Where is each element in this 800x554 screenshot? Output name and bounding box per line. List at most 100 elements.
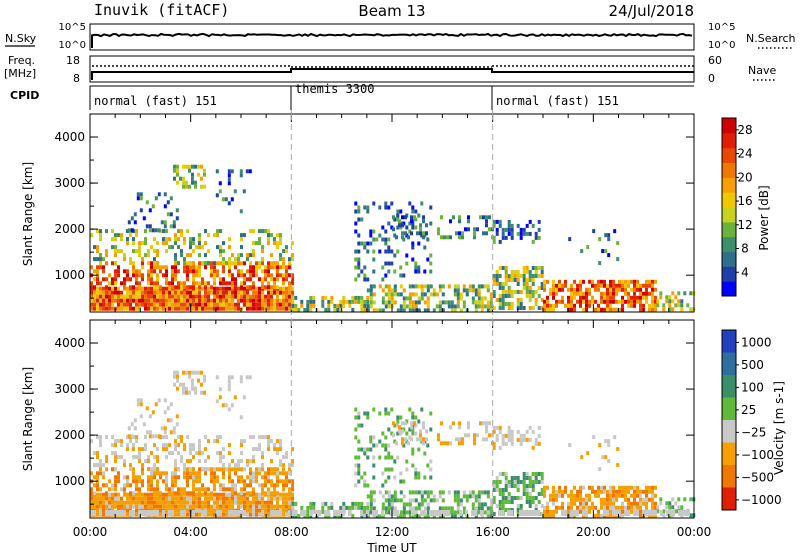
scatter-cell [384, 292, 388, 297]
scatter-cell [218, 395, 222, 400]
scatter-cell [453, 304, 457, 309]
scatter-cell [438, 494, 442, 499]
scatter-cell [489, 296, 493, 301]
scatter-cell [677, 505, 681, 510]
scatter-cell [156, 491, 159, 496]
scatter-cell [492, 512, 496, 516]
scatter-cell [689, 307, 693, 312]
scatter-cell [402, 237, 406, 242]
scatter-cell [645, 489, 648, 494]
scatter-cell [372, 475, 376, 480]
scatter-cell [363, 451, 367, 456]
scatter-cell [174, 508, 177, 513]
scatter-cell [215, 375, 219, 380]
scatter-cell [99, 496, 102, 501]
scatter-cell [357, 471, 361, 476]
scatter-cell [537, 219, 541, 224]
scatter-cell [432, 308, 436, 313]
scatter-cell [426, 284, 430, 289]
ground-scatter-cell [561, 510, 564, 516]
scatter-cell [504, 235, 508, 240]
scatter-cell [117, 504, 120, 509]
scatter-cell [156, 467, 159, 472]
scatter-cell [135, 290, 138, 295]
scatter-cell [174, 443, 177, 448]
scatter-cell [411, 284, 415, 289]
scatter-cell [552, 291, 555, 296]
scatter-cell [175, 208, 179, 213]
scatter-cell [477, 490, 481, 495]
scatter-cell [216, 467, 219, 472]
scatter-cell [540, 472, 544, 476]
scatter-cell [387, 467, 391, 472]
scatter-cell [246, 496, 249, 501]
scatter-cell [396, 431, 400, 436]
scatter-cell [228, 492, 231, 497]
scatter-cell [495, 484, 499, 488]
scatter-cell [165, 273, 168, 278]
scatter-cell [261, 491, 264, 496]
scatter-cell [540, 476, 544, 480]
scatter-cell [159, 302, 162, 307]
scatter-cell [410, 231, 413, 236]
velocity-colorbar-tick-label: 25 [741, 403, 756, 417]
ground-scatter-cell [576, 510, 579, 516]
scatter-cell [96, 471, 99, 476]
scatter-cell [135, 249, 138, 254]
scatter-cell [150, 500, 153, 505]
scatter-cell [291, 281, 294, 286]
scatter-cell [90, 496, 93, 501]
scatter-cell [120, 281, 123, 286]
scatter-cell [237, 298, 240, 303]
scatter-cell [627, 497, 630, 502]
scatter-cell [230, 403, 234, 408]
scatter-cell [402, 479, 406, 484]
scatter-cell [237, 496, 240, 501]
scatter-cell [200, 370, 203, 375]
scatter-cell [645, 279, 648, 284]
scatter-cell [102, 512, 105, 517]
scatter-cell [498, 429, 502, 434]
scatter-cell [270, 459, 273, 464]
scatter-cell [147, 306, 150, 311]
scatter-cell [246, 290, 249, 295]
scatter-cell [387, 237, 391, 242]
scatter-cell [363, 447, 367, 452]
scatter-cell [354, 265, 358, 270]
scatter-cell [603, 279, 606, 284]
scatter-cell [372, 514, 376, 519]
scatter-cell [396, 308, 400, 313]
scatter-cell [227, 407, 231, 412]
scatter-cell [462, 300, 466, 305]
scatter-cell [671, 291, 675, 296]
scatter-cell [375, 237, 379, 242]
scatter-cell [537, 266, 541, 270]
scatter-cell [528, 306, 532, 310]
scatter-cell [282, 294, 285, 299]
scatter-cell [456, 296, 460, 301]
scatter-cell [369, 292, 373, 297]
scatter-cell [174, 237, 177, 242]
scatter-cell [689, 513, 693, 518]
scatter-cell [591, 279, 594, 284]
scatter-cell [138, 459, 141, 464]
scatter-cell [162, 265, 165, 270]
scatter-cell [252, 269, 255, 274]
y-tick-label: 3000 [54, 176, 85, 190]
scatter-cell [633, 299, 636, 304]
scatter-cell [459, 498, 463, 503]
scatter-cell [153, 265, 156, 270]
scatter-cell [261, 504, 264, 509]
scatter-cell [516, 298, 520, 302]
scatter-cell [249, 459, 252, 464]
scatter-cell [133, 418, 137, 423]
scatter-cell [549, 493, 552, 498]
scatter-cell [203, 390, 206, 395]
scatter-cell [405, 233, 409, 238]
ground-scatter-cell [618, 510, 621, 516]
scatter-cell [495, 227, 499, 232]
scatter-cell [216, 286, 219, 291]
scatter-cell [522, 231, 526, 236]
scatter-cell [246, 285, 249, 290]
scatter-cell [522, 476, 526, 480]
